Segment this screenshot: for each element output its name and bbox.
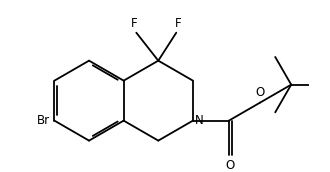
Text: Br: Br xyxy=(37,114,50,127)
Text: F: F xyxy=(175,17,182,30)
Text: F: F xyxy=(131,17,138,30)
Text: O: O xyxy=(255,87,265,99)
Text: N: N xyxy=(194,114,203,127)
Text: O: O xyxy=(225,159,234,172)
